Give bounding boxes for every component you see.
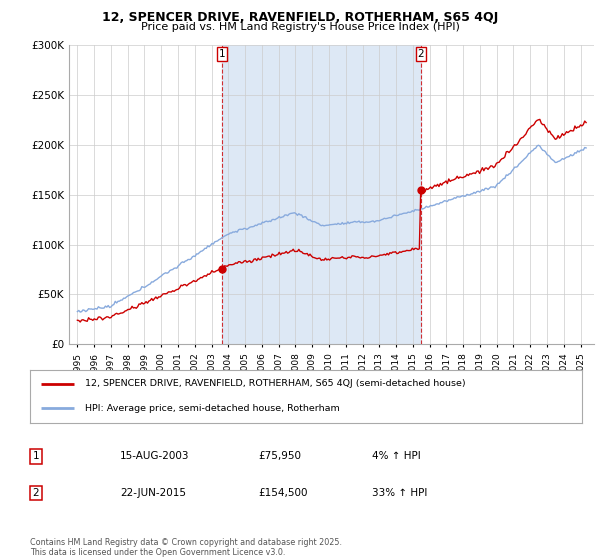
Text: 2: 2 — [32, 488, 40, 498]
Text: £154,500: £154,500 — [258, 488, 308, 498]
Text: 15-AUG-2003: 15-AUG-2003 — [120, 451, 190, 461]
Text: 12, SPENCER DRIVE, RAVENFIELD, ROTHERHAM, S65 4QJ (semi-detached house): 12, SPENCER DRIVE, RAVENFIELD, ROTHERHAM… — [85, 380, 466, 389]
Text: 12, SPENCER DRIVE, RAVENFIELD, ROTHERHAM, S65 4QJ: 12, SPENCER DRIVE, RAVENFIELD, ROTHERHAM… — [102, 11, 498, 24]
Text: £75,950: £75,950 — [258, 451, 301, 461]
Text: 33% ↑ HPI: 33% ↑ HPI — [372, 488, 427, 498]
Text: Price paid vs. HM Land Registry's House Price Index (HPI): Price paid vs. HM Land Registry's House … — [140, 22, 460, 32]
Text: 4% ↑ HPI: 4% ↑ HPI — [372, 451, 421, 461]
Text: 22-JUN-2015: 22-JUN-2015 — [120, 488, 186, 498]
Bar — [222, 45, 421, 344]
Text: 1: 1 — [32, 451, 40, 461]
Text: HPI: Average price, semi-detached house, Rotherham: HPI: Average price, semi-detached house,… — [85, 404, 340, 413]
Text: 1: 1 — [218, 49, 225, 59]
Text: Contains HM Land Registry data © Crown copyright and database right 2025.
This d: Contains HM Land Registry data © Crown c… — [30, 538, 342, 557]
Text: 2: 2 — [418, 49, 424, 59]
